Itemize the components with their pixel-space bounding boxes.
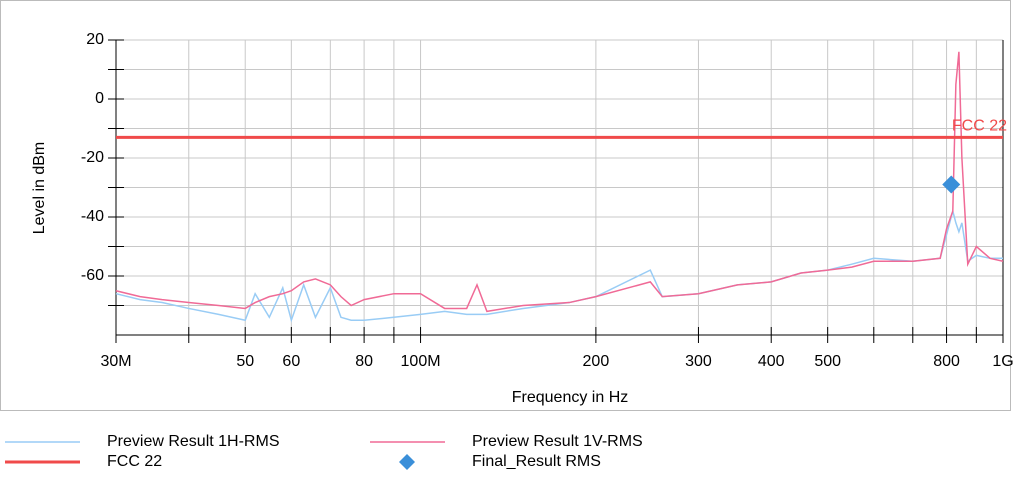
x-tick-label: 500 [814, 353, 841, 370]
chart-frame [0, 0, 1011, 411]
legend-label: FCC 22 [107, 453, 162, 470]
x-axis-label: Frequency in Hz [512, 389, 629, 406]
legend-label: Preview Result 1H-RMS [107, 433, 279, 450]
x-tick-label: 300 [685, 353, 712, 370]
legend-swatch [399, 454, 415, 470]
x-tick-label: 60 [282, 353, 300, 370]
y-tick-label: 0 [95, 90, 104, 107]
legend-label: Final_Result RMS [472, 453, 601, 470]
x-tick-label: 400 [758, 353, 785, 370]
x-tick-label: 80 [355, 353, 373, 370]
final-result-marker [942, 175, 961, 194]
x-tick-label: 50 [236, 353, 254, 370]
legend-label: Preview Result 1V-RMS [472, 433, 643, 450]
series-line [115, 51, 1004, 313]
x-tick-label: 200 [583, 353, 610, 370]
y-axis-label: Level in dBm [31, 142, 48, 235]
y-tick-label: -60 [81, 267, 104, 284]
y-tick-label: 20 [86, 31, 104, 48]
limit-label: FCC 22 [952, 118, 1007, 135]
x-tick-label: 100M [401, 353, 441, 370]
x-tick-label: 30M [100, 353, 131, 370]
y-tick-label: -20 [81, 149, 104, 166]
x-tick-label: 800 [933, 353, 960, 370]
y-tick-label: -40 [81, 208, 104, 225]
x-tick-label: 1G [992, 353, 1013, 370]
